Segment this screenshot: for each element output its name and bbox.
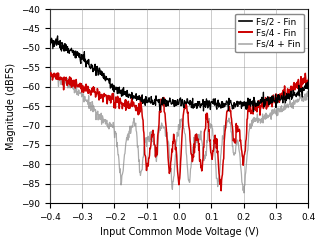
X-axis label: Input Common Mode Voltage (V): Input Common Mode Voltage (V)	[100, 227, 259, 237]
Y-axis label: Magnitude (dBFS): Magnitude (dBFS)	[5, 62, 15, 150]
Legend: Fs/2 - Fin, Fs/4 - Fin, Fs/4 + Fin: Fs/2 - Fin, Fs/4 - Fin, Fs/4 + Fin	[235, 14, 304, 52]
